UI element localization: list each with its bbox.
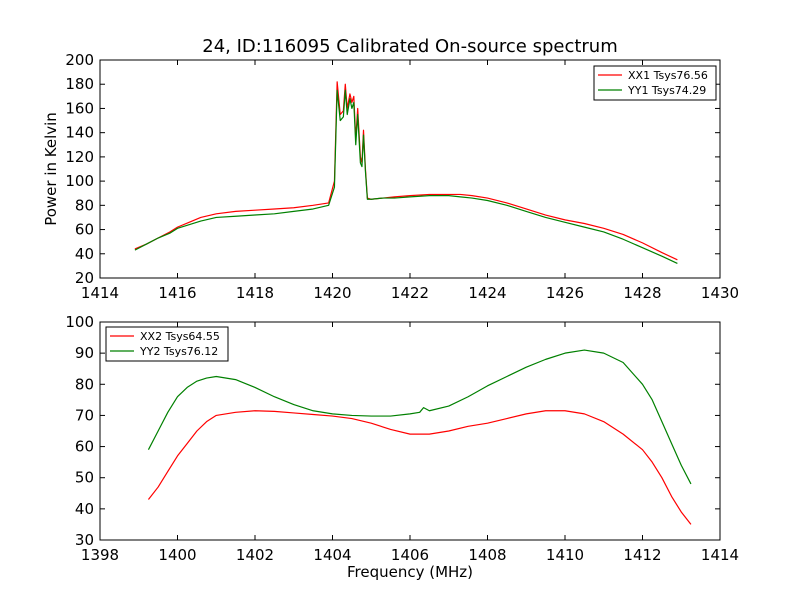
legend: XX2 Tsys64.55 YY2 Tsys76.12 [105,326,229,362]
legend-box [105,326,229,362]
x-tick-label: 1418 [236,284,274,302]
legend: XX1 Tsys76.56 YY1 Tsys74.29 [593,65,717,101]
bottom-plot: 1398 1400 1402 1404 1406 1408 1410 1412 1414 30 40… [65,313,739,564]
x-tick-label: 1408 [468,546,506,564]
y-tick-label: 60 [75,221,94,239]
x-tick-label: 1426 [546,284,584,302]
top-plot: 1414 1416 1418 1420 1422 1424 1426 1428 1430 20 40… [65,51,739,302]
y-tick-label: 100 [65,172,94,190]
y-tick-label: 60 [75,438,94,456]
x-tick-label: 1400 [158,546,196,564]
y-axis-label: Power in Kelvin [42,112,60,226]
x-tick-label: 1414 [701,546,739,564]
series-line-2 [147,349,692,485]
y-tick-label: 30 [75,531,94,549]
y-tick-label: 160 [65,99,94,117]
y-tick-label: 140 [65,124,94,142]
y-tick-label: 80 [75,196,94,214]
y-tick-label: 40 [75,245,94,263]
x-tick-label: 1412 [623,546,661,564]
x-tick-label: 1430 [701,284,739,302]
x-axis-label: Frequency (MHz) [347,563,473,581]
x-tick-label: 1404 [313,546,351,564]
x-tick-label: 1414 [81,284,119,302]
legend-label: YY1 Tsys74.29 [627,84,706,97]
y-tick-label: 180 [65,75,94,93]
y-tick-label: 70 [75,406,94,424]
series-line-1 [134,81,678,261]
y-tick-label: 40 [75,500,94,518]
y-tick-label: 200 [65,51,94,69]
legend-label: XX1 Tsys76.56 [628,69,708,82]
legend-box [593,65,717,101]
x-tick-label: 1406 [391,546,429,564]
series-line-2 [134,89,678,265]
x-tick-label: 1424 [468,284,506,302]
y-tick-label: 80 [75,375,94,393]
series-line-1 [147,410,692,525]
x-tick-label: 1428 [623,284,661,302]
x-tick-label: 1410 [546,546,584,564]
x-tick-label: 1420 [313,284,351,302]
legend-label: YY2 Tsys76.12 [139,345,218,358]
chart-title: 24, ID:116095 Calibrated On-source spect… [202,36,618,57]
y-tick-label: 20 [75,269,94,287]
y-tick-label: 90 [75,344,94,362]
legend-label: XX2 Tsys64.55 [140,330,220,343]
y-tick-label: 120 [65,148,94,166]
x-tick-label: 1422 [391,284,429,302]
y-tick-label: 50 [75,469,94,487]
x-tick-label: 1416 [158,284,196,302]
x-tick-label: 1402 [236,546,274,564]
x-tick-label: 1398 [81,546,119,564]
y-tick-label: 100 [65,313,94,331]
